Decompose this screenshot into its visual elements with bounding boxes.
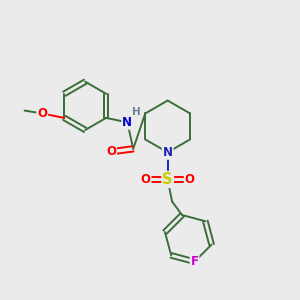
Text: O: O — [185, 173, 195, 186]
Text: O: O — [141, 173, 151, 186]
Text: H: H — [132, 107, 141, 117]
Text: O: O — [37, 107, 47, 120]
Text: S: S — [162, 172, 173, 187]
Text: N: N — [122, 116, 132, 129]
Text: F: F — [190, 255, 199, 268]
Text: O: O — [106, 145, 116, 158]
Text: N: N — [163, 146, 173, 159]
